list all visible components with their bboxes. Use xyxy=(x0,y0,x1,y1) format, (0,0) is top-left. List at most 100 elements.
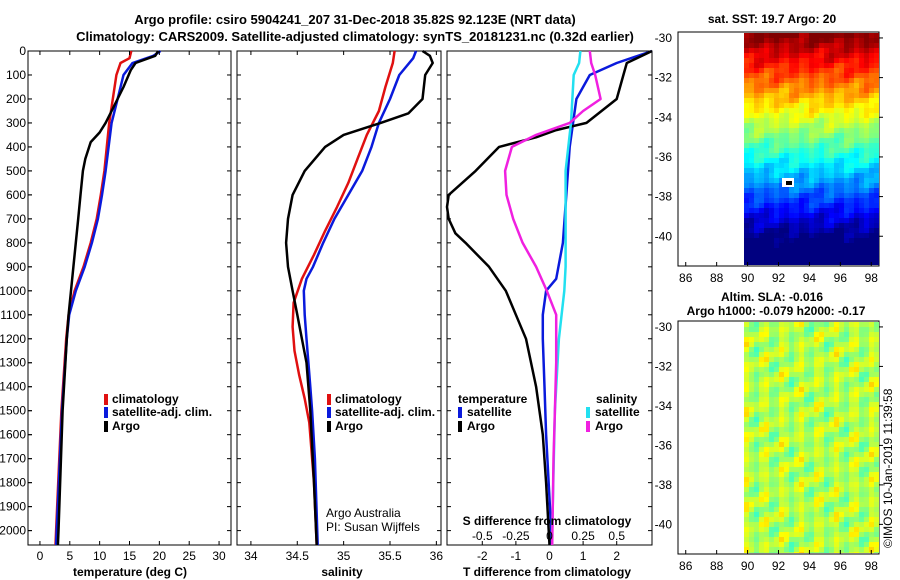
sst-cell xyxy=(834,138,839,143)
sst-cell xyxy=(854,148,859,153)
sla-cell xyxy=(869,457,874,462)
sla-cell xyxy=(834,382,839,387)
sla-cell xyxy=(774,397,779,402)
difference-panel: -2 -1 0 1 2 S difference from climatology -0… xyxy=(445,49,653,579)
sst-cell xyxy=(744,68,749,73)
sst-cell xyxy=(799,218,804,223)
sst-cell xyxy=(819,243,824,248)
lat-tick-label: -32 xyxy=(655,359,673,373)
sla-cell xyxy=(844,437,849,442)
sst-cell xyxy=(864,198,869,203)
sst-cell xyxy=(829,208,834,213)
sla-cell xyxy=(839,467,844,472)
sla-cell xyxy=(749,507,754,512)
sla-cell xyxy=(874,352,879,357)
sst-cell xyxy=(864,58,869,63)
sla-cell xyxy=(759,492,764,497)
sst-cell xyxy=(849,253,854,258)
sst-cell xyxy=(824,243,829,248)
sst-cell xyxy=(839,163,844,168)
sla-cell xyxy=(809,412,814,417)
sst-cell xyxy=(849,33,854,38)
sst-cell xyxy=(834,228,839,233)
sst-cell xyxy=(799,238,804,243)
sst-cell xyxy=(859,88,864,93)
sla-cell xyxy=(774,517,779,522)
sst-cell xyxy=(864,203,869,208)
sst-cell xyxy=(859,83,864,88)
sla-cell xyxy=(874,417,879,422)
sla-cell xyxy=(759,372,764,377)
sla-cell xyxy=(794,522,799,527)
sst-cell xyxy=(779,113,784,118)
title-line2: Climatology: CARS2009. Satellite-adjuste… xyxy=(76,29,634,44)
sla-cell xyxy=(794,507,799,512)
sst-cell xyxy=(759,158,764,163)
sla-cell xyxy=(769,407,774,412)
sla-cell xyxy=(759,362,764,367)
sla-cell xyxy=(874,507,879,512)
sst-cell xyxy=(814,158,819,163)
sst-cell xyxy=(809,143,814,148)
sst-cell xyxy=(859,63,864,68)
sst-cell xyxy=(839,53,844,58)
sst-cell xyxy=(824,163,829,168)
sst-cell xyxy=(804,63,809,68)
sst-cell xyxy=(849,183,854,188)
sst-cell xyxy=(834,168,839,173)
sst-cell xyxy=(874,233,879,238)
sla-cell xyxy=(754,507,759,512)
sst-cell xyxy=(749,38,754,43)
sla-cell xyxy=(784,507,789,512)
sst-cell xyxy=(874,118,879,123)
sst-cell xyxy=(784,33,789,38)
lon-tick-label: 90 xyxy=(741,271,755,285)
sst-cell xyxy=(744,183,749,188)
sla-cell xyxy=(814,372,819,377)
sst-cell xyxy=(784,43,789,48)
sla-cell xyxy=(849,452,854,457)
sst-cell xyxy=(794,208,799,213)
sla-cell xyxy=(764,417,769,422)
sla-cell xyxy=(744,422,749,427)
sla-cell xyxy=(864,332,869,337)
sst-cell xyxy=(864,253,869,258)
sst-cell xyxy=(769,198,774,203)
sla-cell xyxy=(814,342,819,347)
sst-cell xyxy=(749,58,754,63)
sst-cell xyxy=(774,168,779,173)
sst-cell xyxy=(869,208,874,213)
sla-cell xyxy=(779,337,784,342)
sla-cell xyxy=(804,472,809,477)
sla-cell xyxy=(814,547,819,552)
sst-cell xyxy=(744,188,749,193)
sla-cell xyxy=(799,392,804,397)
sst-cell xyxy=(844,123,849,128)
sla-cell xyxy=(824,447,829,452)
sla-cell xyxy=(779,492,784,497)
sst-cell xyxy=(844,48,849,53)
sst-cell xyxy=(759,248,764,253)
sla-cell xyxy=(874,457,879,462)
sst-cell xyxy=(764,243,769,248)
sst-cell xyxy=(834,173,839,178)
sst-cell xyxy=(809,208,814,213)
title-line1: Argo profile: csiro 5904241_207 31-Dec-2… xyxy=(134,12,576,27)
sst-cell xyxy=(819,153,824,158)
sla-cell xyxy=(744,522,749,527)
sst-cell xyxy=(754,263,759,265)
sst-cell xyxy=(849,78,854,83)
sst-cell xyxy=(804,158,809,163)
sla-cell xyxy=(849,397,854,402)
sla-cell xyxy=(779,457,784,462)
sla-cell xyxy=(789,527,794,532)
sst-cell xyxy=(764,73,769,78)
sst-cell xyxy=(784,133,789,138)
sla-cell xyxy=(869,372,874,377)
sst-cell xyxy=(779,228,784,233)
x-tick-label: 34.5 xyxy=(286,549,310,563)
sla-cell xyxy=(759,507,764,512)
sla-cell xyxy=(834,542,839,547)
sst-cell xyxy=(854,193,859,198)
sst-cell xyxy=(799,43,804,48)
